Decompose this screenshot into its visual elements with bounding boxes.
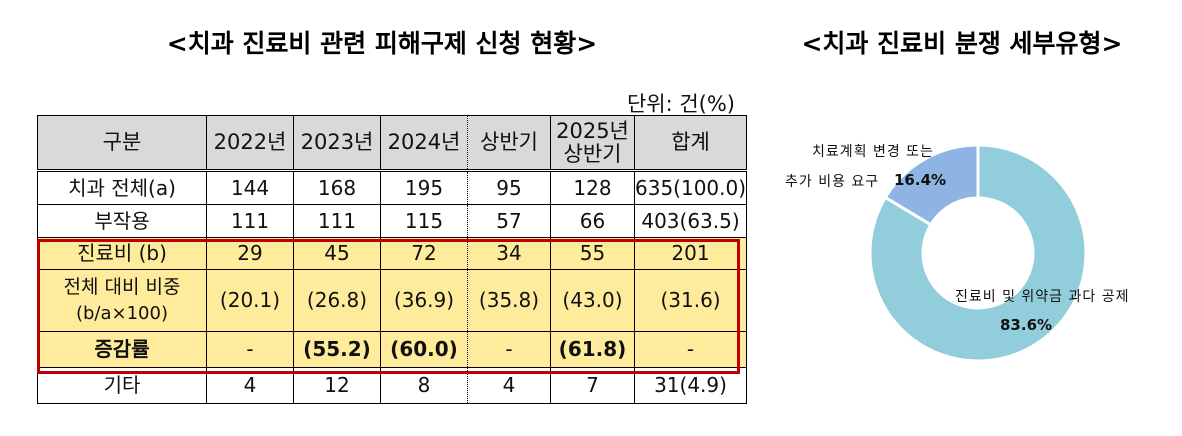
cell: 115 xyxy=(380,204,468,238)
header-category: 구분 xyxy=(37,115,207,172)
cell: 66 xyxy=(550,204,635,238)
cell: (26.8) xyxy=(293,269,381,332)
cell: (61.8) xyxy=(550,331,635,368)
cell: 31(4.9) xyxy=(633,367,748,404)
row-label-line2: (b/a×100) xyxy=(75,303,168,325)
cell: 201 xyxy=(633,237,748,270)
cell: (55.2) xyxy=(293,331,381,368)
cell: 144 xyxy=(206,170,294,205)
label-fee-deduction-pct: 83.6% xyxy=(1000,316,1053,334)
header-2023: 2023년 xyxy=(293,115,381,172)
cell: (20.1) xyxy=(206,269,294,332)
row-label: 기타 xyxy=(37,367,207,404)
cell: 128 xyxy=(550,170,635,205)
chart-title: <치과 진료비 분쟁 세부유형> xyxy=(801,29,1123,58)
label-plan-change-line2: 추가 비용 요구 xyxy=(785,174,880,190)
donut-slice-fee-deduction xyxy=(868,143,1088,363)
cell: - xyxy=(633,331,748,368)
cell: 195 xyxy=(380,170,468,205)
unit-label: 단위: 건(%) xyxy=(626,92,735,116)
cell: (35.8) xyxy=(467,269,551,332)
donut-chart: 치료계획 변경 또는 추가 비용 요구 16.4% 진료비 및 위약금 과다 공… xyxy=(760,100,1182,436)
row-label: 부작용 xyxy=(37,204,207,238)
header-2022: 2022년 xyxy=(206,115,294,172)
cell: 72 xyxy=(380,237,468,270)
row-label-line1: 전체 대비 비중 xyxy=(63,275,181,298)
cell: 12 xyxy=(293,367,381,404)
table-row-highlighted: 전체 대비 비중 (b/a×100) (20.1) (26.8) (36.9) … xyxy=(37,269,748,332)
cell: 7 xyxy=(550,367,635,404)
header-total: 합계 xyxy=(633,115,748,172)
cell: 111 xyxy=(206,204,294,238)
cell: 4 xyxy=(206,367,294,404)
cell: (36.9) xyxy=(380,269,468,332)
cell: 95 xyxy=(467,170,551,205)
cell: (31.6) xyxy=(633,269,748,332)
row-label: 진료비 (b) xyxy=(37,237,207,270)
cell: 111 xyxy=(293,204,381,238)
header-2024: 2024년 xyxy=(380,115,468,172)
row-label: 전체 대비 비중 (b/a×100) xyxy=(37,269,207,332)
label-plan-change-pct: 16.4% xyxy=(894,171,947,189)
table-row-highlighted: 진료비 (b) 29 45 72 34 55 201 xyxy=(37,237,748,270)
cell: 8 xyxy=(380,367,468,404)
donut-slice-plan-change xyxy=(883,143,980,227)
table-header-row: 구분 2022년 2023년 2024년 상반기 2025년 상반기 합계 xyxy=(37,115,748,172)
complaint-stats-table: 구분 2022년 2023년 2024년 상반기 2025년 상반기 합계 치과… xyxy=(37,115,748,404)
header-2025-h1: 2025년 상반기 xyxy=(550,115,635,172)
cell: 635(100.0) xyxy=(633,170,748,205)
header-2025-line1: 2025년 xyxy=(556,119,629,144)
table-row-highlighted: 증감률 - (55.2) (60.0) - (61.8) - xyxy=(37,331,748,368)
cell: 29 xyxy=(206,237,294,270)
label-fee-deduction: 진료비 및 위약금 과다 공제 xyxy=(955,289,1130,305)
cell: 4 xyxy=(467,367,551,404)
donut-svg xyxy=(868,143,1088,363)
table-row: 치과 전체(a) 144 168 195 95 128 635(100.0) xyxy=(37,170,748,205)
cell: (43.0) xyxy=(550,269,635,332)
cell: 34 xyxy=(467,237,551,270)
table-title: <치과 진료비 관련 피해구제 신청 현황> xyxy=(166,29,598,58)
cell: 55 xyxy=(550,237,635,270)
cell: 57 xyxy=(467,204,551,238)
header-2025-line2: 상반기 xyxy=(563,141,622,166)
cell: 45 xyxy=(293,237,381,270)
header-2024-h1: 상반기 xyxy=(467,115,551,172)
table-row: 기타 4 12 8 4 7 31(4.9) xyxy=(37,367,748,404)
table-row: 부작용 111 111 115 57 66 403(63.5) xyxy=(37,204,748,238)
cell: - xyxy=(467,331,551,368)
row-label: 증감률 xyxy=(37,331,207,368)
label-plan-change-line1: 치료계획 변경 또는 xyxy=(812,144,934,160)
cell: - xyxy=(206,331,294,368)
cell: 168 xyxy=(293,170,381,205)
cell: (60.0) xyxy=(380,331,468,368)
row-label: 치과 전체(a) xyxy=(37,170,207,205)
cell: 403(63.5) xyxy=(633,204,748,238)
